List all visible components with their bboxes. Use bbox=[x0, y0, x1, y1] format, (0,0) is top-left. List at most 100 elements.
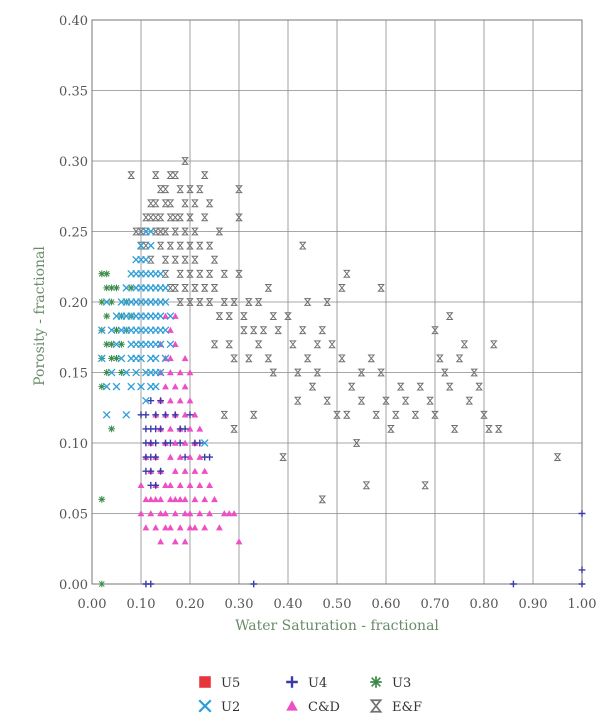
point-e-f bbox=[181, 199, 189, 208]
point-e-f bbox=[215, 312, 224, 320]
point-e-f bbox=[264, 354, 273, 363]
point-c-d bbox=[176, 524, 184, 531]
point-c-d bbox=[176, 453, 184, 460]
point-e-f bbox=[347, 382, 356, 391]
point-u2 bbox=[127, 382, 136, 391]
point-c-d bbox=[176, 397, 184, 404]
point-e-f bbox=[485, 425, 493, 433]
point-u3 bbox=[103, 284, 111, 292]
point-u2 bbox=[161, 284, 170, 292]
point-c-d bbox=[142, 496, 150, 503]
point-e-f bbox=[455, 354, 464, 363]
point-c-d bbox=[162, 481, 169, 489]
point-e-f bbox=[445, 312, 454, 320]
point-u3 bbox=[127, 284, 135, 292]
point-c-d bbox=[167, 397, 174, 404]
point-u2 bbox=[161, 326, 170, 335]
point-u2 bbox=[156, 312, 165, 320]
point-u2 bbox=[107, 368, 116, 377]
point-e-f bbox=[426, 396, 434, 405]
point-e-f bbox=[396, 382, 405, 391]
point-e-f bbox=[225, 340, 233, 349]
point-e-f bbox=[161, 269, 170, 278]
y-tick-label: 0.40 bbox=[59, 14, 88, 29]
point-u4 bbox=[181, 453, 189, 461]
point-c-d bbox=[152, 496, 160, 503]
point-u4 bbox=[196, 439, 204, 447]
point-u4 bbox=[162, 411, 169, 419]
x-tick-label: 0.30 bbox=[225, 597, 254, 612]
point-u4 bbox=[510, 580, 517, 588]
point-u4 bbox=[137, 411, 145, 419]
point-c-d bbox=[196, 481, 204, 489]
point-e-f bbox=[338, 284, 346, 292]
point-e-f bbox=[294, 368, 302, 377]
point-e-f bbox=[377, 368, 385, 377]
point-e-f bbox=[151, 199, 160, 208]
point-e-f bbox=[254, 340, 263, 349]
point-e-f bbox=[200, 284, 209, 292]
point-e-f bbox=[196, 269, 204, 278]
x-tick-label: 0.50 bbox=[323, 597, 352, 612]
point-u2 bbox=[156, 340, 165, 349]
point-c-d bbox=[181, 383, 189, 390]
point-u4 bbox=[147, 467, 155, 475]
point-e-f bbox=[460, 340, 469, 349]
point-e-f bbox=[323, 298, 331, 306]
point-e-f bbox=[200, 171, 209, 179]
point-u4 bbox=[578, 580, 586, 588]
point-c-d bbox=[216, 524, 223, 531]
point-c-d bbox=[220, 510, 228, 517]
point-e-f bbox=[161, 185, 170, 194]
point-u2 bbox=[117, 354, 126, 363]
point-c-d bbox=[162, 312, 169, 319]
point-e-f bbox=[382, 396, 390, 405]
point-u2 bbox=[151, 354, 160, 363]
point-u2 bbox=[166, 340, 175, 349]
point-e-f bbox=[323, 396, 331, 405]
point-e-f bbox=[166, 199, 175, 208]
point-e-f bbox=[176, 185, 184, 194]
point-c-d bbox=[196, 510, 204, 517]
point-u2 bbox=[142, 255, 150, 264]
legend-marker-e-f bbox=[369, 699, 383, 713]
point-e-f bbox=[362, 481, 371, 490]
point-e-f bbox=[176, 241, 184, 250]
point-u2 bbox=[102, 298, 111, 306]
point-e-f bbox=[205, 199, 214, 208]
point-e-f bbox=[470, 368, 478, 377]
point-u4 bbox=[152, 453, 160, 461]
point-e-f bbox=[210, 255, 219, 264]
point-e-f bbox=[142, 241, 150, 250]
point-u3 bbox=[118, 369, 125, 376]
x-tick-label: 0.20 bbox=[176, 597, 205, 612]
point-e-f bbox=[416, 382, 425, 391]
point-u4 bbox=[147, 397, 155, 405]
point-u3 bbox=[108, 340, 115, 348]
y-tick-label: 0.30 bbox=[59, 155, 88, 170]
point-c-d bbox=[167, 453, 174, 460]
point-e-f bbox=[298, 241, 307, 250]
point-c-d bbox=[201, 524, 209, 531]
point-e-f bbox=[137, 227, 145, 236]
point-e-f bbox=[269, 312, 278, 320]
point-c-d bbox=[171, 467, 179, 474]
point-e-f bbox=[328, 340, 336, 349]
point-e-f bbox=[490, 340, 498, 349]
legend-label-u2: U2 bbox=[221, 700, 240, 715]
point-u4 bbox=[578, 510, 586, 517]
legend-item-u5: U5 bbox=[199, 676, 240, 691]
point-u2 bbox=[146, 227, 155, 236]
point-e-f bbox=[284, 312, 292, 320]
point-c-d bbox=[147, 510, 155, 517]
point-c-d bbox=[211, 496, 218, 503]
point-e-f bbox=[436, 354, 444, 363]
point-e-f bbox=[181, 227, 189, 236]
point-u2 bbox=[107, 326, 116, 335]
point-c-d bbox=[186, 510, 194, 517]
point-e-f bbox=[166, 284, 175, 292]
point-e-f bbox=[220, 298, 229, 306]
point-e-f bbox=[215, 227, 224, 236]
point-c-d bbox=[167, 369, 174, 376]
point-e-f bbox=[553, 453, 562, 461]
